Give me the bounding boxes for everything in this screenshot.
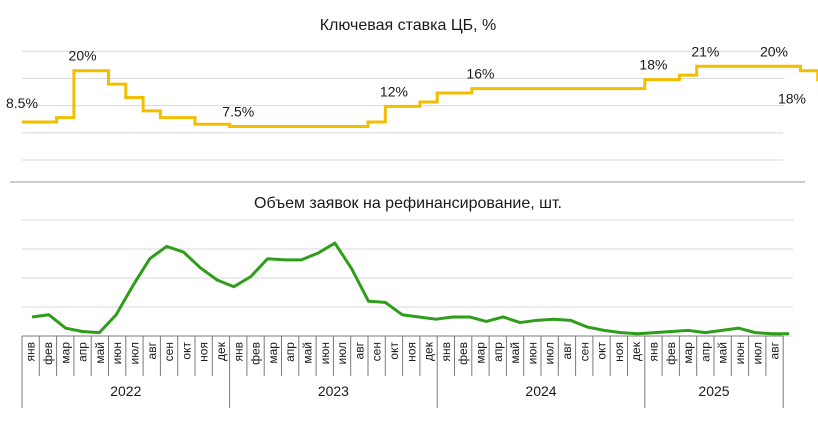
year-label: 2023	[318, 383, 349, 399]
month-tick-label: фев	[249, 342, 263, 365]
month-tick-label: фев	[664, 342, 678, 365]
month-tick-label: апр	[491, 342, 505, 362]
month-tick-label: ноя	[404, 342, 418, 362]
month-tick-label: дек	[629, 341, 643, 361]
rate-chart-title: Ключевая ставка ЦБ, %	[320, 17, 497, 34]
month-tick-label: июл	[127, 342, 141, 364]
month-tick-label: авг	[145, 341, 159, 359]
year-label: 2022	[110, 383, 141, 399]
month-tick-label: окт	[595, 342, 609, 360]
month-tick-label: дек	[422, 341, 436, 361]
rate-data-label: 18%	[639, 57, 667, 73]
month-tick-label: июн	[733, 342, 747, 364]
month-tick-label: апр	[76, 342, 90, 362]
month-tick-label: окт	[387, 342, 401, 360]
year-label: 2025	[698, 383, 729, 399]
month-tick-label: сен	[370, 342, 384, 361]
month-tick-label: мар	[266, 342, 280, 364]
month-tick-label: май	[716, 342, 730, 364]
rate-data-label: 8.5%	[6, 95, 38, 111]
month-tick-label: апр	[283, 342, 297, 362]
month-tick-label: авг	[352, 341, 366, 359]
rate-data-label: 16%	[466, 66, 494, 82]
refinance-series-line	[31, 241, 790, 336]
rate-data-label: 20%	[760, 44, 788, 60]
rate-series-line	[22, 64, 818, 129]
month-tick-label: сен	[577, 342, 591, 361]
month-tick-label: янв	[231, 342, 245, 362]
month-tick-label: май	[300, 342, 314, 364]
month-tick-label: сен	[162, 342, 176, 361]
rate-data-label: 7.5%	[222, 104, 254, 120]
month-tick-label: ноя	[612, 342, 626, 362]
month-tick-label: мар	[681, 342, 695, 364]
month-tick-label: ноя	[197, 342, 211, 362]
month-tick-label: янв	[646, 342, 660, 362]
month-tick-label: май	[508, 342, 522, 364]
month-tick-label: июн	[525, 342, 539, 364]
rate-data-label: 18%	[778, 91, 806, 107]
month-tick-label: фев	[456, 342, 470, 365]
month-tick-label: окт	[179, 342, 193, 360]
month-tick-label: авг	[768, 341, 782, 359]
month-tick-label: янв	[24, 342, 38, 362]
year-label: 2024	[525, 383, 556, 399]
month-tick-label: янв	[439, 342, 453, 362]
month-tick-label: мар	[473, 342, 487, 364]
month-tick-label: июл	[543, 342, 557, 364]
rate-data-label: 21%	[691, 43, 719, 59]
month-tick-label: дек	[214, 341, 228, 361]
month-tick-label: июл	[335, 342, 349, 364]
rate-plot	[22, 64, 818, 129]
refinance-chart-title: Объем заявок на рефинансирование, шт.	[254, 195, 562, 212]
month-tick-label: июн	[110, 342, 124, 364]
rate-annotations: 8.5% 20% 7.5% 12% 16% 18% 21% 20% 18%	[6, 43, 806, 119]
month-tick-label: апр	[698, 342, 712, 362]
month-tick-label: июл	[750, 342, 764, 364]
rate-data-label: 12%	[380, 83, 408, 99]
refinance-plot	[31, 241, 790, 336]
month-tick-label: фев	[41, 342, 55, 365]
month-tick-label: авг	[560, 341, 574, 359]
rate-data-label: 20%	[69, 48, 97, 64]
month-tick-label: май	[93, 342, 107, 364]
month-tick-label: мар	[58, 342, 72, 364]
month-tick-label: июн	[318, 342, 332, 364]
month-axis: янв фев мар апр май июн июл авг сен окт ноя дек янв ф…	[21, 335, 784, 408]
